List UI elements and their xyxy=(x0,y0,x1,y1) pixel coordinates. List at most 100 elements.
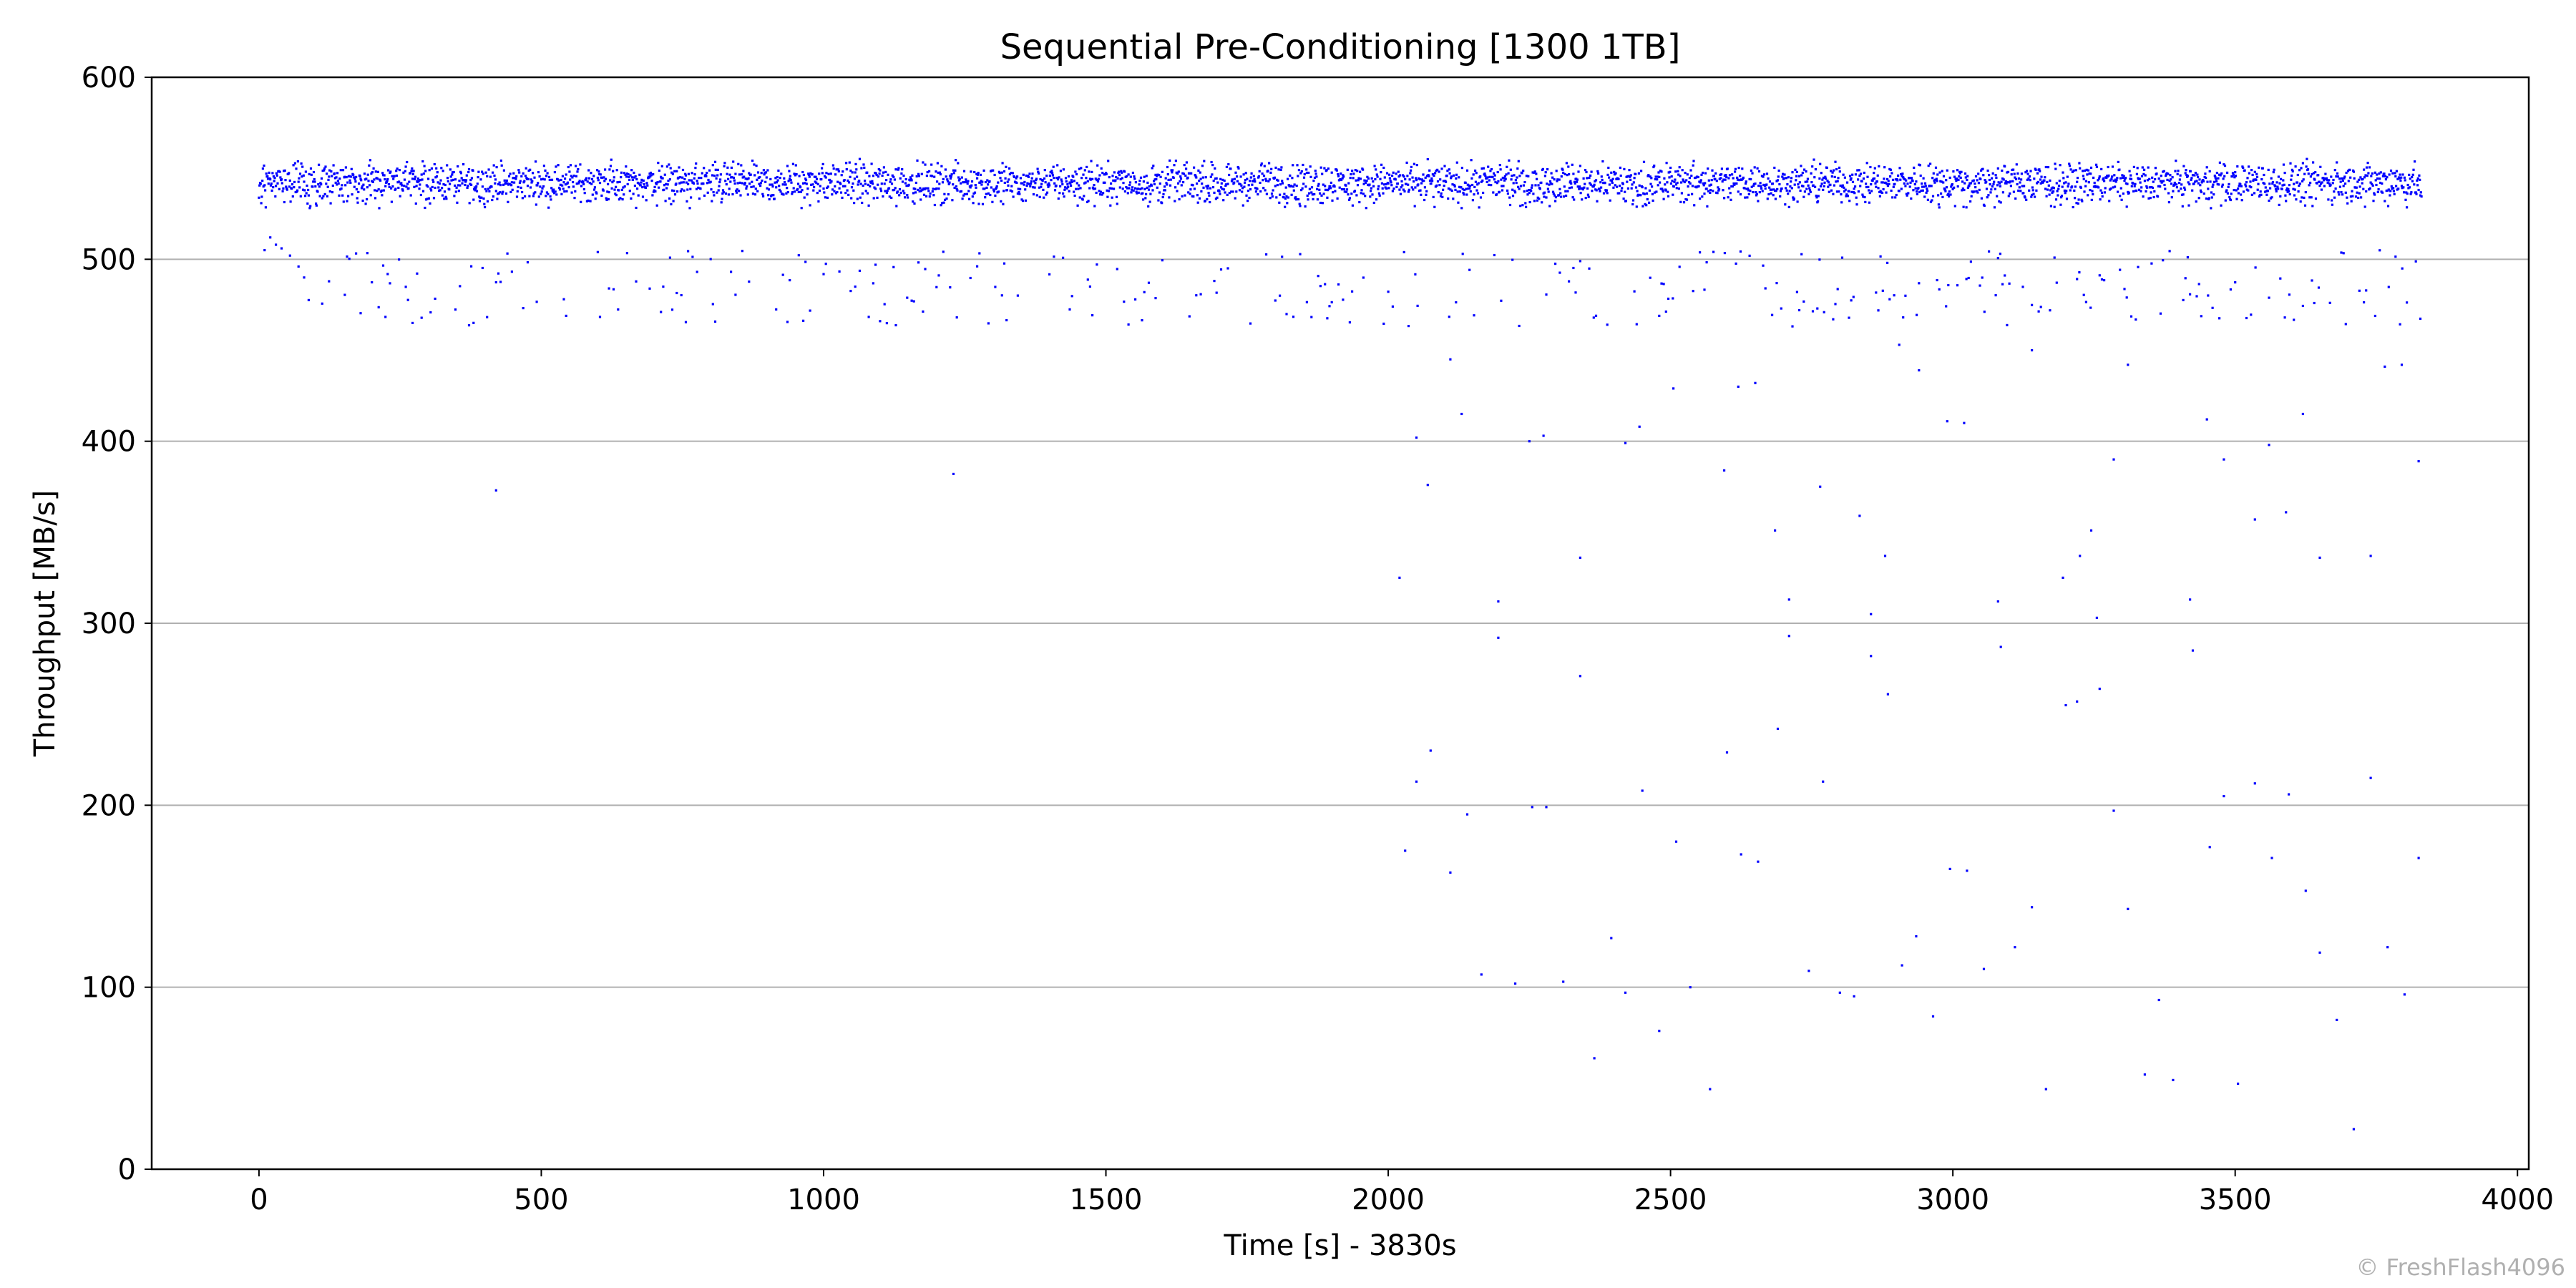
scatter-point xyxy=(388,185,391,188)
scatter-point xyxy=(775,181,779,184)
scatter-point xyxy=(1486,176,1489,179)
scatter-point xyxy=(1264,177,1267,180)
scatter-point xyxy=(1832,192,1835,195)
scatter-point xyxy=(2066,175,2069,178)
scatter-point xyxy=(1795,291,1798,293)
scatter-point xyxy=(735,191,738,194)
scatter-point xyxy=(831,193,834,196)
scatter-point xyxy=(339,169,342,172)
scatter-point xyxy=(1987,194,1990,197)
x-tick-label: 2500 xyxy=(1634,1184,1707,1216)
scatter-point xyxy=(1419,189,1422,192)
scatter-point xyxy=(774,181,776,184)
scatter-point xyxy=(1985,187,1989,190)
scatter-point xyxy=(1513,190,1516,192)
scatter-point xyxy=(1455,161,1458,164)
scatter-point xyxy=(888,195,891,198)
scatter-point xyxy=(899,191,902,195)
scatter-point xyxy=(1119,177,1122,181)
scatter-point xyxy=(1652,199,1654,202)
scatter-point xyxy=(2194,172,2197,175)
scatter-point xyxy=(834,185,836,187)
watermark: © FreshFlash4096 xyxy=(2356,1254,2565,1281)
scatter-point xyxy=(907,196,909,199)
scatter-point xyxy=(1487,165,1490,168)
scatter-point xyxy=(1633,177,1636,180)
scatter-point xyxy=(1525,175,1528,177)
scatter-point xyxy=(1455,173,1458,176)
scatter-point xyxy=(673,170,676,172)
scatter-point xyxy=(1969,260,1972,263)
scatter-point xyxy=(1855,203,1858,206)
scatter-point xyxy=(1074,170,1077,173)
scatter-point xyxy=(2162,259,2165,262)
scatter-point xyxy=(633,185,636,187)
scatter-point xyxy=(2082,170,2084,172)
scatter-point xyxy=(591,193,594,196)
scatter-point xyxy=(1561,168,1564,171)
scatter-point xyxy=(874,172,877,175)
scatter-point xyxy=(1778,182,1781,186)
scatter-point xyxy=(2290,174,2293,177)
scatter-point xyxy=(1189,188,1192,191)
scatter-point xyxy=(1891,178,1895,181)
scatter-point xyxy=(360,179,363,182)
scatter-point xyxy=(371,171,374,174)
scatter-point xyxy=(1588,176,1591,180)
scatter-point xyxy=(1018,190,1020,194)
scatter-point xyxy=(347,195,350,197)
scatter-point xyxy=(1281,182,1284,185)
scatter-point xyxy=(2226,171,2229,174)
scatter-point xyxy=(628,175,630,178)
scatter-point xyxy=(2272,171,2275,174)
scatter-point xyxy=(2245,316,2248,320)
scatter-point xyxy=(2363,176,2366,179)
scatter-point xyxy=(886,189,889,192)
scatter-point xyxy=(593,188,596,191)
scatter-point xyxy=(2352,169,2355,172)
scatter-point xyxy=(2046,166,2050,169)
scatter-point xyxy=(1329,185,1332,187)
scatter-point xyxy=(2270,196,2273,199)
scatter-point xyxy=(1966,869,1968,872)
scatter-point xyxy=(1980,169,1983,172)
scatter-point xyxy=(1546,187,1549,190)
scatter-point xyxy=(2170,178,2172,181)
scatter-point xyxy=(1626,180,1629,183)
scatter-point xyxy=(486,175,489,177)
scatter-point xyxy=(1923,185,1926,188)
scatter-point xyxy=(1191,184,1194,187)
scatter-point xyxy=(656,181,659,184)
scatter-point xyxy=(1439,178,1442,181)
scatter-point xyxy=(1385,182,1387,186)
scatter-point xyxy=(1085,165,1088,168)
scatter-point xyxy=(1310,316,1313,318)
scatter-point xyxy=(1165,182,1168,185)
scatter-point xyxy=(403,185,406,187)
scatter-point xyxy=(2285,511,2288,514)
scatter-point xyxy=(1587,195,1590,198)
scatter-point xyxy=(2250,186,2253,189)
scatter-point xyxy=(2377,188,2380,191)
scatter-point xyxy=(2074,185,2077,188)
scatter-point xyxy=(1600,175,1603,178)
scatter-point xyxy=(1337,172,1340,176)
scatter-point xyxy=(2331,203,2333,206)
scatter-point xyxy=(2348,168,2351,171)
scatter-point xyxy=(2293,182,2296,185)
scatter-point xyxy=(894,168,897,171)
scatter-point xyxy=(483,203,486,205)
scatter-point xyxy=(1915,180,1918,183)
scatter-point xyxy=(762,169,765,172)
scatter-point xyxy=(2060,196,2063,199)
scatter-point xyxy=(1215,291,1218,294)
scatter-point xyxy=(1526,193,1529,196)
scatter-point xyxy=(1753,166,1756,169)
scatter-point xyxy=(318,195,321,197)
scatter-point xyxy=(2074,197,2077,200)
scatter-point xyxy=(1222,199,1225,202)
scatter-point xyxy=(1923,195,1926,198)
scatter-point xyxy=(2356,191,2358,194)
scatter-point xyxy=(1048,273,1051,275)
scatter-point xyxy=(1091,314,1094,317)
